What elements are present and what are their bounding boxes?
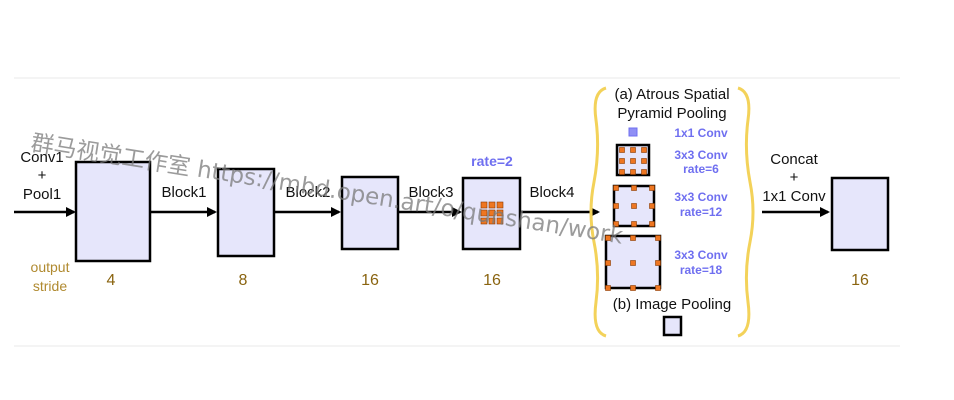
rate12-kernel-dot bbox=[614, 204, 619, 209]
image-pooling-box bbox=[664, 317, 681, 335]
rate18-kernel-dot bbox=[656, 261, 661, 266]
rate12-kernel-dot bbox=[632, 204, 637, 209]
rate6-kernel-dot bbox=[642, 159, 647, 164]
rate18-kernel-dot bbox=[631, 261, 636, 266]
rate18-kernel-dot bbox=[656, 286, 661, 291]
aspp-branch1-conv: 1x1 Conv bbox=[674, 126, 728, 140]
aspp-1x1-kernel bbox=[629, 128, 637, 136]
output-block bbox=[832, 178, 888, 250]
aspp-branch2-conv: 3x3 Conv bbox=[674, 148, 728, 162]
rate6-kernel-dot bbox=[620, 159, 625, 164]
rate6-kernel-dot bbox=[620, 170, 625, 175]
final-stride-value: 16 bbox=[851, 272, 869, 289]
rate12-kernel-dot bbox=[614, 186, 619, 191]
rate12-kernel-dot bbox=[650, 222, 655, 227]
aspp-title-line1: (a) Atrous Spatial bbox=[614, 86, 729, 103]
rate6-kernel-dot bbox=[631, 148, 636, 153]
rate18-kernel-dot bbox=[631, 286, 636, 291]
rate18-kernel-dot bbox=[656, 236, 661, 241]
input-label-line2: + bbox=[38, 167, 47, 184]
aspp-branch2-rate: rate=6 bbox=[683, 162, 719, 176]
arrow-label-block1: Block1 bbox=[161, 184, 206, 201]
feature-block-1 bbox=[76, 162, 150, 261]
rate18-kernel-dot bbox=[631, 236, 636, 241]
rate6-kernel-dot bbox=[642, 170, 647, 175]
output-stride-label-line2: stride bbox=[33, 278, 67, 294]
output-stride-label-line1: output bbox=[31, 259, 70, 275]
aspp-branch4-rate: rate=18 bbox=[680, 263, 723, 277]
rate-label: rate=2 bbox=[471, 153, 513, 169]
stride-value-4: 16 bbox=[483, 272, 501, 289]
input-label-line3: Pool1 bbox=[23, 186, 61, 203]
stride-value-2: 8 bbox=[239, 272, 248, 289]
stride-value-3: 16 bbox=[361, 272, 379, 289]
aspp-branch3-conv: 3x3 Conv bbox=[674, 190, 728, 204]
aspp-branch3-rate: rate=12 bbox=[680, 205, 723, 219]
rate6-kernel-dot bbox=[631, 159, 636, 164]
arrow-label-block4: Block4 bbox=[529, 184, 574, 201]
rate12-kernel-dot bbox=[632, 222, 637, 227]
rate12-kernel-dot bbox=[632, 186, 637, 191]
concat-label-line2: + bbox=[790, 169, 799, 186]
aspp-title-line2: Pyramid Pooling bbox=[617, 105, 726, 122]
rate18-kernel-dot bbox=[606, 261, 611, 266]
stride-value-1: 4 bbox=[107, 272, 116, 289]
rate6-kernel-dot bbox=[642, 148, 647, 153]
aspp-branch4-conv: 3x3 Conv bbox=[674, 248, 728, 262]
image-pooling-label: (b) Image Pooling bbox=[613, 296, 731, 313]
rate6-kernel-dot bbox=[620, 148, 625, 153]
aspp-right-brace bbox=[738, 88, 753, 336]
rate6-kernel-dot bbox=[631, 170, 636, 175]
concat-label-line3: 1x1 Conv bbox=[762, 188, 826, 205]
rate18-kernel-dot bbox=[606, 286, 611, 291]
rate12-kernel-dot bbox=[650, 186, 655, 191]
concat-label-line1: Concat bbox=[770, 151, 818, 168]
aspp-kernel-rate6 bbox=[620, 148, 647, 175]
rate12-kernel-dot bbox=[650, 204, 655, 209]
